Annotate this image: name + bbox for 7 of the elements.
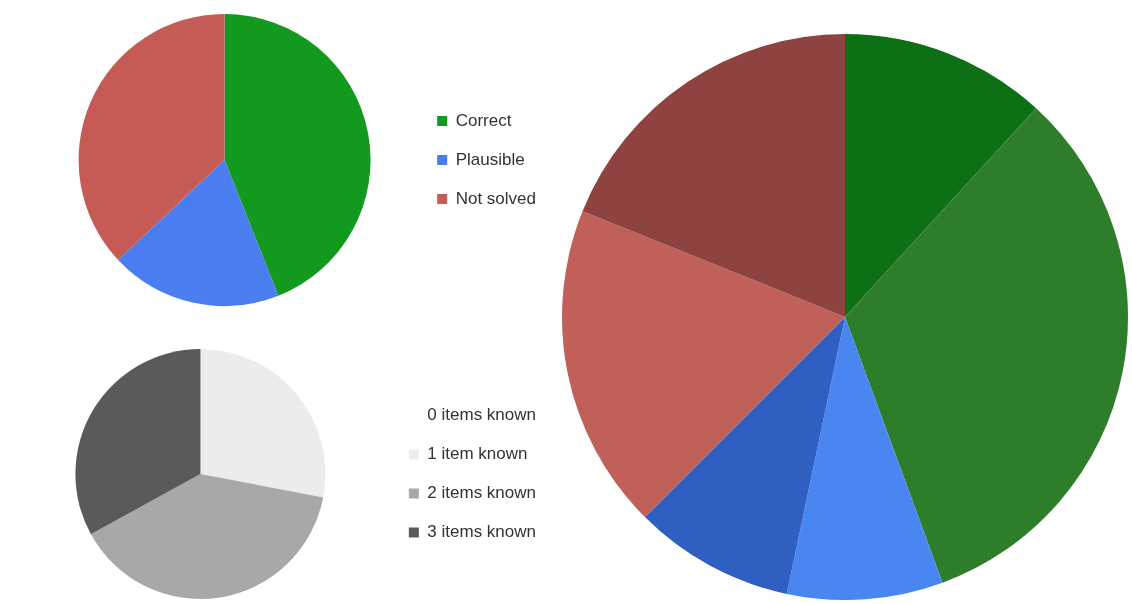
category-label: 0 items known bbox=[427, 405, 537, 425]
legend-label: 2 items known bbox=[427, 483, 537, 503]
legend-label: 1 item known bbox=[427, 444, 528, 464]
legend-label: Plausible bbox=[455, 149, 525, 169]
legend-label: 3 items known bbox=[427, 522, 537, 542]
legend-label: Correct bbox=[455, 110, 512, 130]
legend-label: Not solved bbox=[455, 188, 537, 208]
